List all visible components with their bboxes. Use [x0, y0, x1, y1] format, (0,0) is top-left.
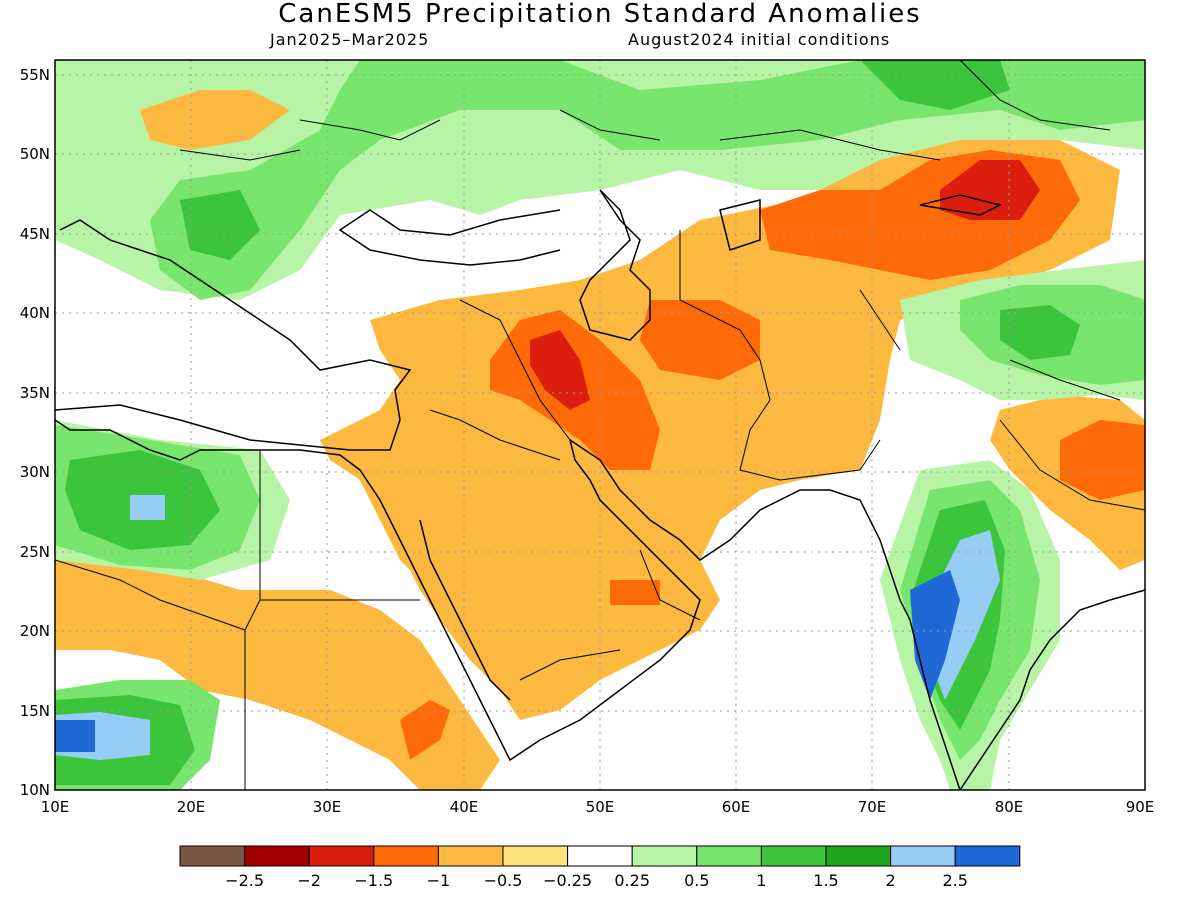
colorbar-swatch — [760, 845, 827, 867]
forecast-period: Jan2025–Mar2025 — [270, 30, 430, 49]
colorbar-swatch — [308, 845, 375, 867]
lon-label: 70E — [858, 798, 887, 816]
dry-core-arabia — [610, 580, 660, 605]
lat-label: 55N — [20, 66, 50, 84]
lon-labels: 10E 20E 30E 40E 50E 60E 70E 80E 90E — [41, 798, 1155, 816]
borders — [55, 60, 1145, 790]
wet-region-central-asia-core — [1000, 305, 1080, 360]
dry-core-nepal — [1060, 420, 1145, 500]
wet-region-chad-max — [55, 720, 95, 752]
lat-label: 25N — [20, 543, 50, 561]
lon-label: 90E — [1126, 798, 1155, 816]
lat-label: 10N — [20, 781, 50, 799]
colorbar-swatch — [502, 845, 569, 867]
lat-label: 50N — [20, 145, 50, 163]
wet-region-north-mid — [150, 60, 1145, 300]
initial-conditions: August2024 initial conditions — [628, 30, 891, 49]
lat-label: 45N — [20, 225, 50, 243]
lon-label: 30E — [313, 798, 342, 816]
lon-label: 20E — [177, 798, 206, 816]
colorbar-label: 1.5 — [813, 871, 838, 890]
very-dry-kazakhstan — [940, 160, 1040, 220]
colorbar-swatch — [244, 845, 310, 867]
colorbar-label: −0.25 — [543, 871, 592, 890]
dry-region-middle-east — [320, 140, 1120, 720]
lon-label: 80E — [995, 798, 1024, 816]
lon-label: 40E — [450, 798, 479, 816]
colorbar-label: 0.5 — [684, 871, 709, 890]
dry-core-ethiopia — [400, 700, 450, 760]
colorbar-label: 2.5 — [942, 871, 967, 890]
dry-region-ne-africa — [55, 560, 500, 790]
dry-region-e-europe — [140, 90, 290, 150]
lon-label: 60E — [722, 798, 751, 816]
anomaly-shading — [55, 60, 1145, 790]
colorbar-label: −2.5 — [225, 871, 264, 890]
lat-label: 20N — [20, 622, 50, 640]
colorbar-swatch — [825, 845, 892, 867]
colorbar-swatch — [373, 845, 439, 867]
wet-region-balkans — [180, 190, 260, 260]
colorbar-swatch — [567, 845, 633, 867]
colorbar-swatch — [631, 845, 698, 867]
lat-label: 40N — [20, 304, 50, 322]
wet-region-libya-peak — [130, 495, 165, 520]
colorbar-label: −2 — [297, 871, 321, 890]
colorbar-label: 2 — [886, 871, 896, 890]
colorbar-label: 1 — [756, 871, 766, 890]
colorbar-swatch — [696, 845, 762, 867]
lat-label: 15N — [20, 702, 50, 720]
colorbar-swatch — [179, 845, 246, 867]
colorbar-label: −0.5 — [484, 871, 523, 890]
colorbar-swatch — [954, 845, 1021, 867]
colorbar-swatches — [179, 845, 1021, 867]
colorbar-swatch — [437, 845, 504, 867]
lat-label: 35N — [20, 384, 50, 402]
lat-labels: 55N 50N 45N 40N 35N 30N 25N 20N 15N 10N — [20, 66, 50, 799]
colorbar-label: 0.25 — [614, 871, 650, 890]
lon-label: 50E — [586, 798, 615, 816]
wet-region-siberia-east — [1080, 60, 1145, 110]
coastlines — [55, 189, 1145, 790]
colorbar-label: −1 — [427, 871, 451, 890]
colorbar-labels: −2.5 −2 −1.5 −1 −0.5 −0.25 0.25 0.5 1 1.5 2 2.5 — [225, 871, 968, 890]
lat-label: 30N — [20, 463, 50, 481]
colorbar-swatch — [890, 845, 956, 867]
graticule — [55, 60, 1145, 790]
very-dry-iraq — [530, 330, 590, 410]
lon-label: 10E — [41, 798, 70, 816]
colorbar-label: −1.5 — [354, 871, 393, 890]
dry-core-iran-turkmen — [640, 300, 760, 380]
map-frame — [54, 59, 1146, 791]
map-title: CanESM5 Precipitation Standard Anomalies — [278, 0, 922, 29]
